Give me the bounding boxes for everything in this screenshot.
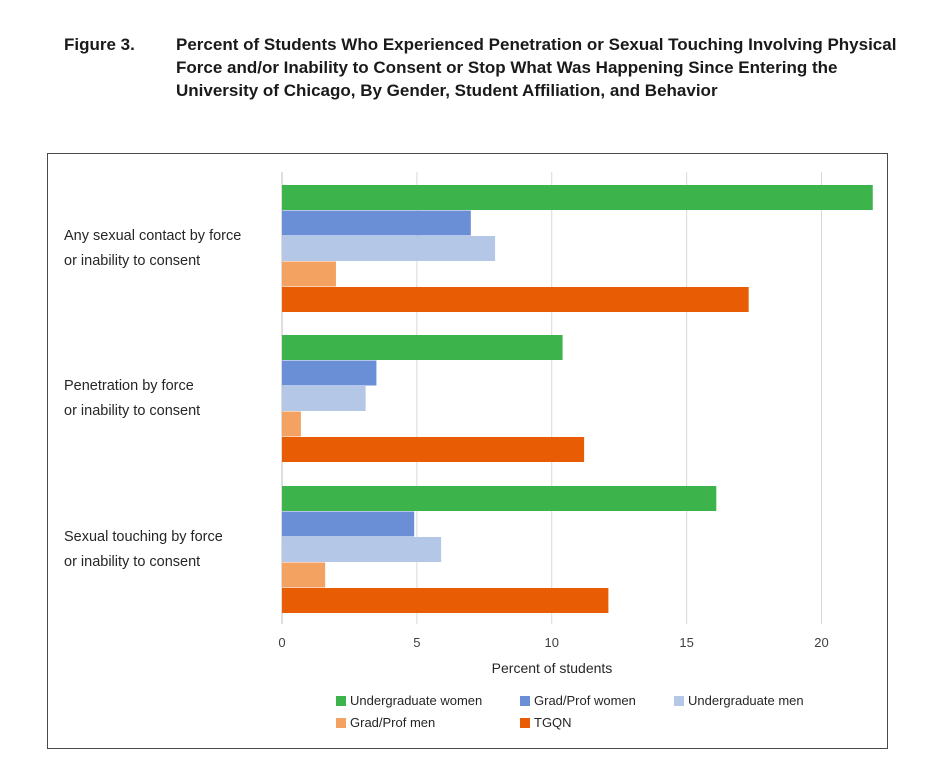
bar: [282, 261, 336, 287]
bar: [282, 360, 377, 386]
bar: [282, 335, 563, 360]
chart-frame: 0 5 10 15 20 Any sexual contact by force or in…: [47, 153, 888, 749]
bar: [282, 511, 415, 537]
bar: [282, 287, 749, 312]
category-label: or inability to consent: [64, 253, 200, 269]
legend-label: Undergraduate women: [350, 693, 482, 708]
category-label: Penetration by force: [64, 378, 194, 394]
bar: [282, 588, 609, 613]
legend-label: Undergraduate men: [688, 693, 804, 708]
x-tick-label: 20: [814, 635, 828, 650]
bar: [282, 411, 301, 437]
legend-label: Grad/Prof men: [350, 715, 435, 730]
x-tick-label: 0: [278, 635, 285, 650]
bar: [282, 486, 717, 511]
figure-title: Percent of Students Who Experienced Pene…: [176, 35, 897, 100]
bar: [282, 210, 471, 236]
category-label: or inability to consent: [64, 403, 200, 419]
bar: [282, 562, 326, 588]
x-tick-label: 15: [679, 635, 693, 650]
category-label: Any sexual contact by force: [64, 228, 241, 244]
legend-swatch: [520, 696, 530, 706]
category-label: or inability to consent: [64, 554, 200, 570]
legend-swatch: [520, 718, 530, 728]
bar: [282, 537, 442, 562]
category-label: Sexual touching by force: [64, 529, 223, 545]
legend-swatch: [674, 696, 684, 706]
x-axis-title: Percent of students: [492, 660, 613, 676]
legend-label: TGQN: [534, 715, 572, 730]
bar: [282, 386, 366, 411]
legend-label: Grad/Prof women: [534, 693, 636, 708]
bar: [282, 185, 873, 210]
bar-chart: 0 5 10 15 20 Any sexual contact by force or in…: [64, 172, 873, 730]
legend-swatch: [336, 718, 346, 728]
bar: [282, 236, 496, 261]
x-tick-label: 10: [545, 635, 559, 650]
figure-label: Figure 3.: [64, 35, 135, 54]
bar: [282, 437, 585, 462]
legend-swatch: [336, 696, 346, 706]
x-tick-label: 5: [413, 635, 420, 650]
